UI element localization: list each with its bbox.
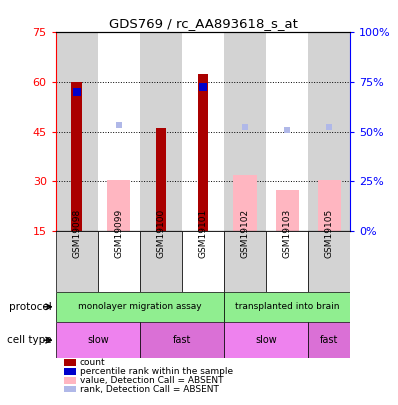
Bar [266, 231, 308, 292]
Bar [182, 32, 224, 231]
Text: cell type: cell type [7, 335, 52, 345]
Text: transplanted into brain: transplanted into brain [235, 302, 339, 311]
Text: GSM19101: GSM19101 [199, 209, 207, 258]
Bar [56, 231, 98, 292]
Bar [224, 292, 350, 322]
Bar [56, 322, 140, 358]
Bar [98, 231, 140, 292]
Title: GDS769 / rc_AA893618_s_at: GDS769 / rc_AA893618_s_at [109, 17, 297, 30]
Text: GSM19103: GSM19103 [283, 209, 292, 258]
Text: slow: slow [87, 335, 109, 345]
Bar [107, 179, 131, 231]
Bar [182, 231, 224, 292]
Bar [56, 32, 98, 231]
Text: GSM19102: GSM19102 [240, 209, 250, 258]
Bar [140, 322, 224, 358]
Bar [308, 32, 350, 231]
Text: percentile rank within the sample: percentile rank within the sample [80, 367, 233, 376]
Bar [224, 32, 266, 231]
Text: value, Detection Call = ABSENT: value, Detection Call = ABSENT [80, 376, 223, 385]
Bar [308, 322, 350, 358]
Text: fast: fast [173, 335, 191, 345]
Text: GSM19098: GSM19098 [72, 209, 81, 258]
Text: slow: slow [255, 335, 277, 345]
Bar [156, 128, 166, 231]
Bar [98, 32, 140, 231]
Bar [140, 231, 182, 292]
Bar [198, 74, 208, 231]
Bar [72, 82, 82, 231]
Bar [140, 32, 182, 231]
Text: fast: fast [320, 335, 338, 345]
Bar [308, 231, 350, 292]
Bar [224, 322, 308, 358]
Text: count: count [80, 358, 105, 367]
Bar [234, 175, 257, 231]
Text: GSM19105: GSM19105 [325, 209, 334, 258]
Bar [275, 190, 298, 231]
Bar [266, 32, 308, 231]
Bar [318, 179, 341, 231]
Text: GSM19099: GSM19099 [114, 209, 123, 258]
Text: protocol: protocol [9, 302, 52, 312]
Text: monolayer migration assay: monolayer migration assay [78, 302, 202, 311]
Text: GSM19100: GSM19100 [156, 209, 166, 258]
Bar [56, 292, 224, 322]
Bar [224, 231, 266, 292]
Text: rank, Detection Call = ABSENT: rank, Detection Call = ABSENT [80, 385, 219, 394]
